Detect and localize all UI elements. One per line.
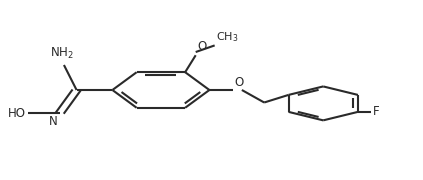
Text: O: O bbox=[235, 76, 244, 89]
Text: F: F bbox=[373, 105, 379, 118]
Text: CH$_3$: CH$_3$ bbox=[216, 30, 239, 44]
Text: N: N bbox=[49, 115, 58, 128]
Text: O: O bbox=[198, 40, 206, 53]
Text: NH$_2$: NH$_2$ bbox=[50, 46, 74, 61]
Text: HO: HO bbox=[8, 107, 26, 120]
